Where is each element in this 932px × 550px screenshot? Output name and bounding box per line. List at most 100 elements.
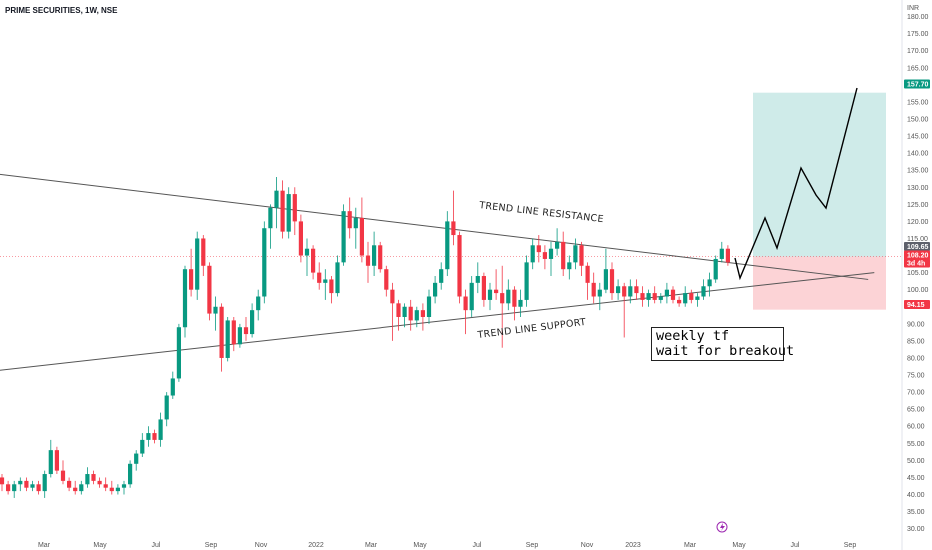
candle-body xyxy=(725,248,730,263)
candle-body xyxy=(372,245,377,266)
y-tick-label: 145.00 xyxy=(907,134,929,141)
candle-body xyxy=(48,450,53,475)
candle-body xyxy=(176,327,181,379)
candle-body xyxy=(719,248,724,259)
candle-body xyxy=(140,439,145,454)
candle-body xyxy=(6,484,11,492)
candle-body xyxy=(652,293,657,300)
x-tick-label: Mar xyxy=(365,542,378,549)
candle-body xyxy=(115,487,120,492)
candle-body xyxy=(658,296,663,300)
candle-body xyxy=(274,190,279,208)
candle-body xyxy=(695,296,700,300)
price-label-text: 157.70 xyxy=(907,82,929,89)
candle-body xyxy=(689,293,694,300)
candle-body xyxy=(0,477,5,485)
candle-body xyxy=(378,245,383,270)
candle-body xyxy=(262,228,267,297)
y-tick-label: 70.00 xyxy=(907,390,925,397)
y-tick-label: 75.00 xyxy=(907,373,925,380)
x-tick-label: Nov xyxy=(581,542,594,549)
candle-body xyxy=(67,480,72,488)
y-tick-label: 150.00 xyxy=(907,116,929,123)
candle-body xyxy=(536,245,541,253)
candle-body xyxy=(42,474,47,492)
candle-body xyxy=(317,272,322,283)
candle-body xyxy=(500,293,505,304)
x-tick-label: May xyxy=(413,542,427,549)
y-tick-label: 35.00 xyxy=(907,509,925,516)
price-label-text: 109.65 xyxy=(907,244,929,251)
candle-body xyxy=(353,217,358,229)
candle-body xyxy=(548,248,554,259)
candle-body xyxy=(152,433,157,440)
lightning-icon[interactable] xyxy=(716,521,728,533)
candle-body xyxy=(182,269,188,328)
y-tick-label: 115.00 xyxy=(907,236,928,243)
candle-body xyxy=(280,190,285,232)
time-axis[interactable]: Mar May Jul Sep Nov 2022 Mar May Jul Sep Nov 2023 Ma… xyxy=(38,542,856,549)
candle-body xyxy=(457,235,462,297)
y-tick-label: 100.00 xyxy=(907,287,929,294)
candle-body xyxy=(579,245,584,266)
trendlines[interactable] xyxy=(0,173,875,373)
candle-body xyxy=(146,433,151,440)
candle-body xyxy=(36,484,41,492)
candle-body xyxy=(390,289,395,304)
target-zone xyxy=(753,92,886,257)
y-tick-label: 130.00 xyxy=(907,185,929,192)
candle-body xyxy=(439,269,444,283)
candle-body xyxy=(506,289,511,304)
candle-body xyxy=(713,258,718,280)
candle-body xyxy=(481,276,486,300)
candle-body xyxy=(12,484,17,492)
candle-body xyxy=(329,279,334,294)
candle-body xyxy=(128,463,133,485)
y-tick-label: 135.00 xyxy=(907,168,929,175)
candle-body xyxy=(207,265,212,314)
y-tick-label: 30.00 xyxy=(907,526,925,533)
candle-body xyxy=(85,474,90,485)
candle-body xyxy=(445,221,450,270)
price-label-text: 3d 4h xyxy=(907,261,925,268)
y-tick-label: 90.00 xyxy=(907,321,925,328)
price-label-box xyxy=(904,242,930,251)
trendline-support-label: TREND LINE SUPPORT xyxy=(476,317,587,341)
note-line: weekly tf xyxy=(656,328,730,344)
y-tick-label: 180.00 xyxy=(907,14,929,21)
candle-body xyxy=(707,279,712,287)
candle-body xyxy=(603,269,608,290)
chart-title: PRIME SECURITIES, 1W, NSE xyxy=(5,6,118,15)
candle-body xyxy=(555,241,560,249)
candle-body xyxy=(451,221,456,236)
candle-body xyxy=(591,282,596,297)
candle-body xyxy=(365,255,371,266)
candle-body xyxy=(73,487,78,492)
candle-body xyxy=(24,480,29,488)
candle-body xyxy=(347,211,352,229)
candle-body xyxy=(298,221,303,256)
y-tick-label: 165.00 xyxy=(907,65,929,72)
candle-body xyxy=(121,484,127,488)
candle-body xyxy=(622,286,627,297)
candle-body xyxy=(91,474,96,481)
candle-body xyxy=(542,252,547,259)
stop-zone xyxy=(753,256,886,310)
candle-body xyxy=(189,269,194,290)
x-tick-label: Jul xyxy=(473,542,482,549)
candle-body xyxy=(311,248,316,273)
candle-body xyxy=(231,320,236,345)
y-tick-label: 50.00 xyxy=(907,458,925,465)
trendline xyxy=(0,173,869,280)
candles xyxy=(0,177,730,498)
x-tick-label: 2022 xyxy=(308,542,324,549)
candle-body xyxy=(408,306,413,321)
trendline-resistance-label: TREND LINE RESISTANCE xyxy=(478,200,605,225)
candle-body xyxy=(170,378,175,396)
candle-body xyxy=(268,207,273,229)
candle-body xyxy=(158,419,163,440)
x-tick-label: 2023 xyxy=(625,542,641,549)
candle-body xyxy=(420,310,425,317)
